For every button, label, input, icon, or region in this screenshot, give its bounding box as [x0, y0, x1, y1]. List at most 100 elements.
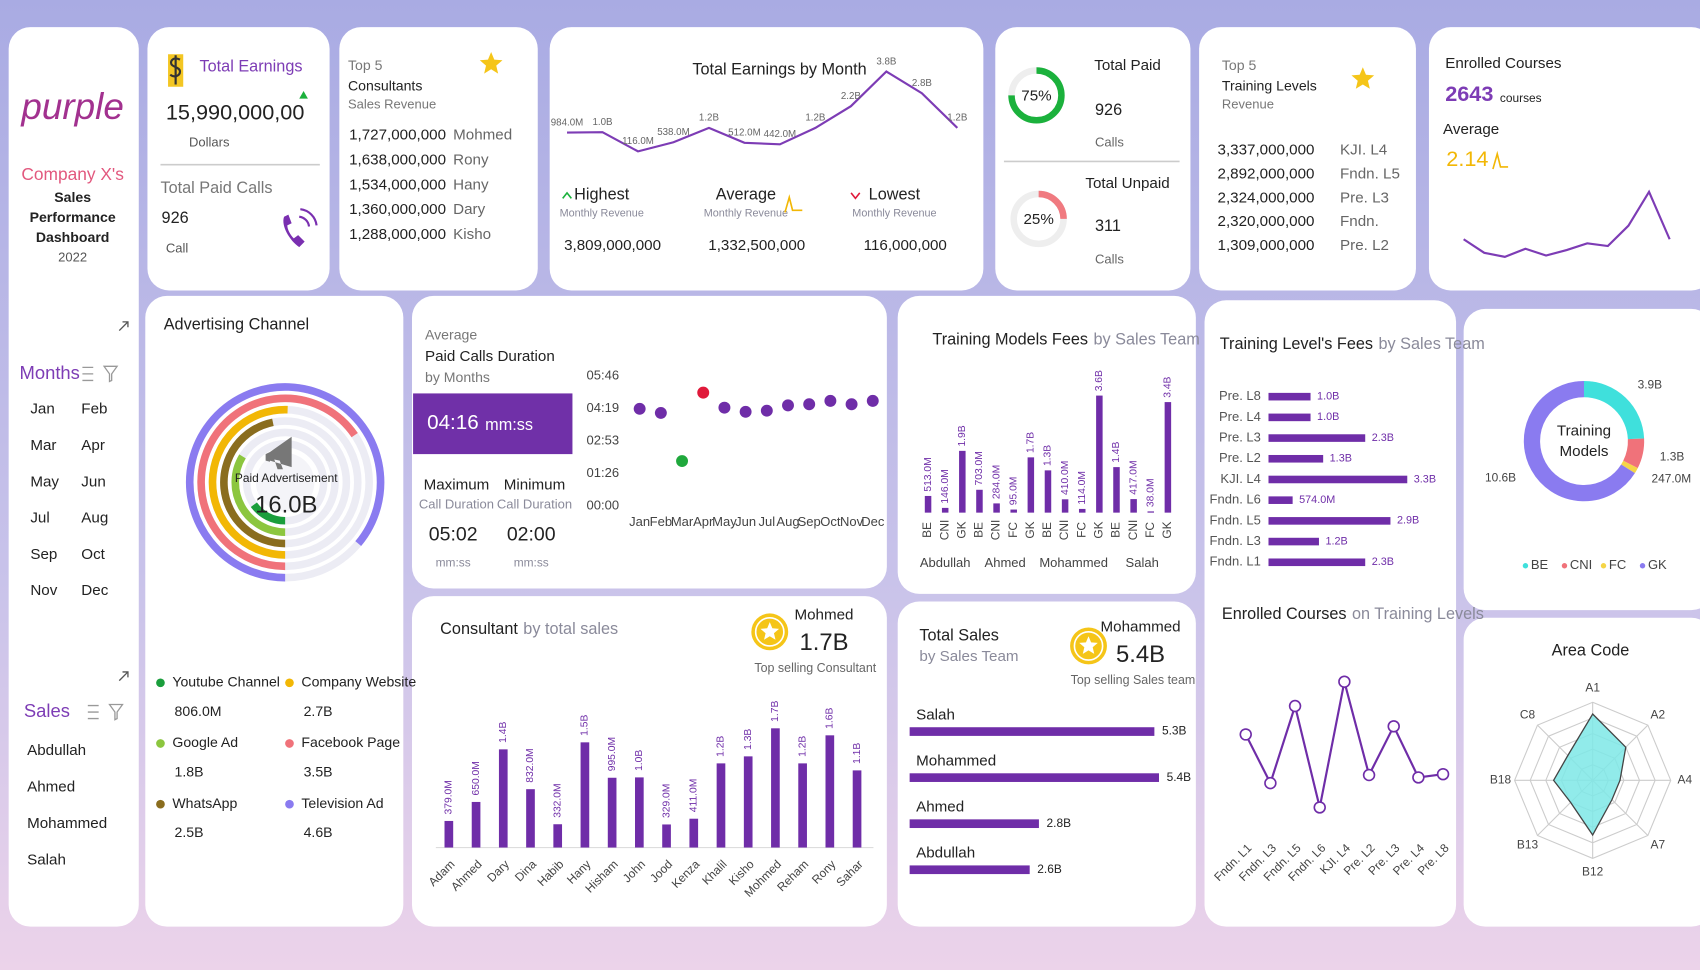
- value-label: 1.4B: [498, 722, 509, 743]
- panel: [1428, 27, 1700, 291]
- table-name: Hany: [453, 176, 489, 193]
- value-label: 410.0M: [1060, 461, 1071, 495]
- legend-dot: [285, 799, 294, 809]
- y-tick-label: KJI. L4: [1220, 471, 1260, 486]
- group-label: Mohammed: [1039, 555, 1108, 570]
- value-label: 442.0M: [764, 129, 797, 140]
- gauge-arc: [1008, 67, 1065, 124]
- value-label: 1.1B: [852, 743, 863, 764]
- value-label: 5.4B: [1167, 770, 1192, 784]
- line: [567, 70, 959, 153]
- dollar-icon-stroke: [169, 55, 182, 85]
- phone-icon: [283, 214, 305, 248]
- kpi-value: 05:02: [429, 524, 478, 546]
- bar: [1268, 454, 1324, 463]
- legend-dot: [156, 678, 165, 688]
- sales-slicer-item[interactable]: Mohammed: [27, 815, 107, 832]
- sales-slicer-item[interactable]: Salah: [27, 852, 66, 869]
- x-tick-label: CNI: [1126, 520, 1140, 541]
- chart-title: Total Sales: [919, 626, 999, 644]
- panel: [1204, 300, 1457, 927]
- bar: [976, 489, 983, 513]
- month-slicer-item[interactable]: Mar: [30, 437, 56, 454]
- table-subtitle: Sales Revenue: [348, 97, 436, 112]
- legend-dot: [1639, 563, 1646, 569]
- month-slicer-item[interactable]: Jan: [30, 401, 54, 418]
- value-label: 1.7B: [770, 701, 781, 722]
- value-label: 2.2B: [841, 91, 861, 102]
- bar: [1268, 496, 1293, 504]
- table-title: Consultants: [348, 77, 422, 93]
- panel: [1199, 27, 1416, 291]
- y-tick-label: Fndn. L1: [1210, 554, 1261, 569]
- table-value: 1,727,000,000: [349, 126, 446, 143]
- kpi-title: Total Earnings: [199, 57, 302, 75]
- value-label: 574.0M: [1299, 494, 1335, 506]
- donut-segment: [1523, 380, 1635, 502]
- sales-slicer-item[interactable]: Ahmed: [27, 779, 75, 796]
- kpi-unit: mm:ss: [485, 416, 533, 434]
- y-tick-label: Pre. L2: [1219, 450, 1261, 465]
- month-slicer-item[interactable]: Aug: [81, 510, 108, 527]
- point: [824, 394, 837, 407]
- bar: [1268, 475, 1408, 484]
- company-name: Company X's: [21, 164, 124, 184]
- month-slicer-item[interactable]: Feb: [81, 401, 107, 418]
- month-slicer-item[interactable]: Nov: [30, 582, 57, 599]
- ring-bar: [250, 502, 286, 525]
- kpi-title: Paid Calls Duration: [425, 348, 555, 365]
- center-disc: [255, 453, 315, 512]
- sales-slicer-item[interactable]: Abdullah: [27, 742, 86, 759]
- axis-label: A7: [1651, 838, 1666, 852]
- value-label: 3.9B: [1638, 377, 1663, 391]
- legend-dot: [156, 799, 165, 809]
- value-label: 3.5B: [304, 763, 333, 779]
- star-icon: [1351, 67, 1375, 89]
- table-value: 3,337,000,000: [1218, 142, 1315, 159]
- badge-ring: [754, 616, 785, 647]
- value-label: 1.3B: [1330, 453, 1352, 465]
- panel: [995, 27, 1191, 291]
- slicer-title: Months: [20, 362, 80, 383]
- month-slicer-item[interactable]: Sep: [30, 546, 57, 563]
- kpi-value: 04:16: [427, 411, 479, 434]
- axis-label: C8: [1520, 707, 1536, 721]
- ring-bar: [231, 454, 286, 536]
- legend-label: Company Website: [301, 674, 416, 690]
- chart-subtitle: by total sales: [523, 620, 618, 638]
- year: 2022: [58, 249, 87, 264]
- chart-title: Training Level's Fees: [1220, 335, 1373, 353]
- axis-label: B13: [1517, 838, 1539, 852]
- kpi-value: 15,990,000,00: [166, 100, 305, 125]
- month-slicer-item[interactable]: Oct: [81, 546, 105, 563]
- month-slicer-item[interactable]: May: [30, 473, 59, 490]
- bar: [743, 756, 753, 848]
- chart-title: Advertising Channel: [164, 315, 309, 333]
- x-tick-label: CNI: [1057, 520, 1071, 541]
- center-label: Models: [1560, 443, 1609, 460]
- legend-dot: [1561, 563, 1568, 569]
- bar: [1010, 509, 1017, 513]
- table-value: 1,309,000,000: [1218, 237, 1315, 254]
- month-slicer-item[interactable]: Jun: [81, 473, 105, 490]
- bar: [444, 820, 454, 848]
- gauge-label: 25%: [1023, 211, 1053, 228]
- badge-caption: Top selling Sales team: [1071, 673, 1196, 687]
- y-tick-label: Ahmed: [916, 798, 964, 815]
- x-tick-label: Feb: [650, 514, 672, 529]
- month-slicer-item[interactable]: Apr: [81, 437, 105, 454]
- kpi-value: 926: [1095, 101, 1122, 119]
- value-label: 2.5B: [175, 824, 204, 840]
- table-value: 2,320,000,000: [1218, 213, 1315, 230]
- month-slicer-item[interactable]: Dec: [81, 582, 108, 599]
- month-slicer-item[interactable]: Jul: [30, 510, 49, 527]
- value-label: 1.7B: [1026, 432, 1037, 453]
- value-label: 1.2B: [699, 113, 719, 124]
- point: [739, 405, 752, 418]
- bar: [1044, 470, 1052, 513]
- value-label: 1.2B: [947, 113, 967, 124]
- bar: [1268, 537, 1319, 546]
- y-tick-label: 00:00: [587, 498, 620, 513]
- x-tick-label: BE: [1109, 522, 1123, 538]
- ring-bar: [220, 418, 286, 548]
